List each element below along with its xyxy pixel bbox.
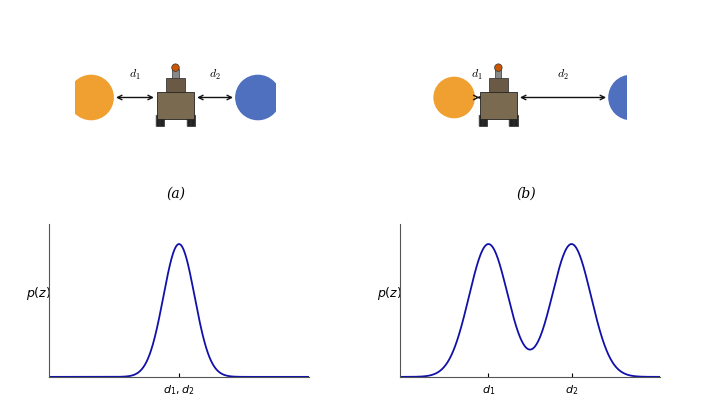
Circle shape bbox=[172, 65, 179, 72]
Text: $d_2$: $d_2$ bbox=[557, 68, 569, 82]
Bar bbox=[157, 92, 194, 119]
Bar bbox=[479, 116, 487, 126]
Bar bbox=[173, 70, 178, 79]
Bar bbox=[510, 116, 518, 126]
Y-axis label: $p(z)$: $p(z)$ bbox=[377, 284, 402, 301]
Bar bbox=[187, 116, 195, 126]
Bar bbox=[156, 116, 164, 126]
Bar bbox=[166, 79, 185, 92]
Circle shape bbox=[236, 76, 280, 120]
Text: (a): (a) bbox=[166, 186, 185, 200]
Circle shape bbox=[69, 76, 113, 120]
X-axis label: $z$: $z$ bbox=[175, 397, 183, 401]
X-axis label: $z$: $z$ bbox=[526, 397, 534, 401]
Bar bbox=[489, 79, 508, 92]
Bar bbox=[479, 92, 517, 119]
Circle shape bbox=[495, 65, 502, 72]
Text: $d_1$: $d_1$ bbox=[129, 68, 141, 82]
Text: $d_1$: $d_1$ bbox=[471, 68, 483, 82]
Circle shape bbox=[434, 78, 475, 118]
Bar bbox=[496, 70, 501, 79]
Text: $d_2$: $d_2$ bbox=[209, 68, 221, 82]
Circle shape bbox=[609, 76, 653, 120]
Text: (b): (b) bbox=[517, 186, 536, 200]
Y-axis label: $p(z)$: $p(z)$ bbox=[26, 284, 51, 301]
